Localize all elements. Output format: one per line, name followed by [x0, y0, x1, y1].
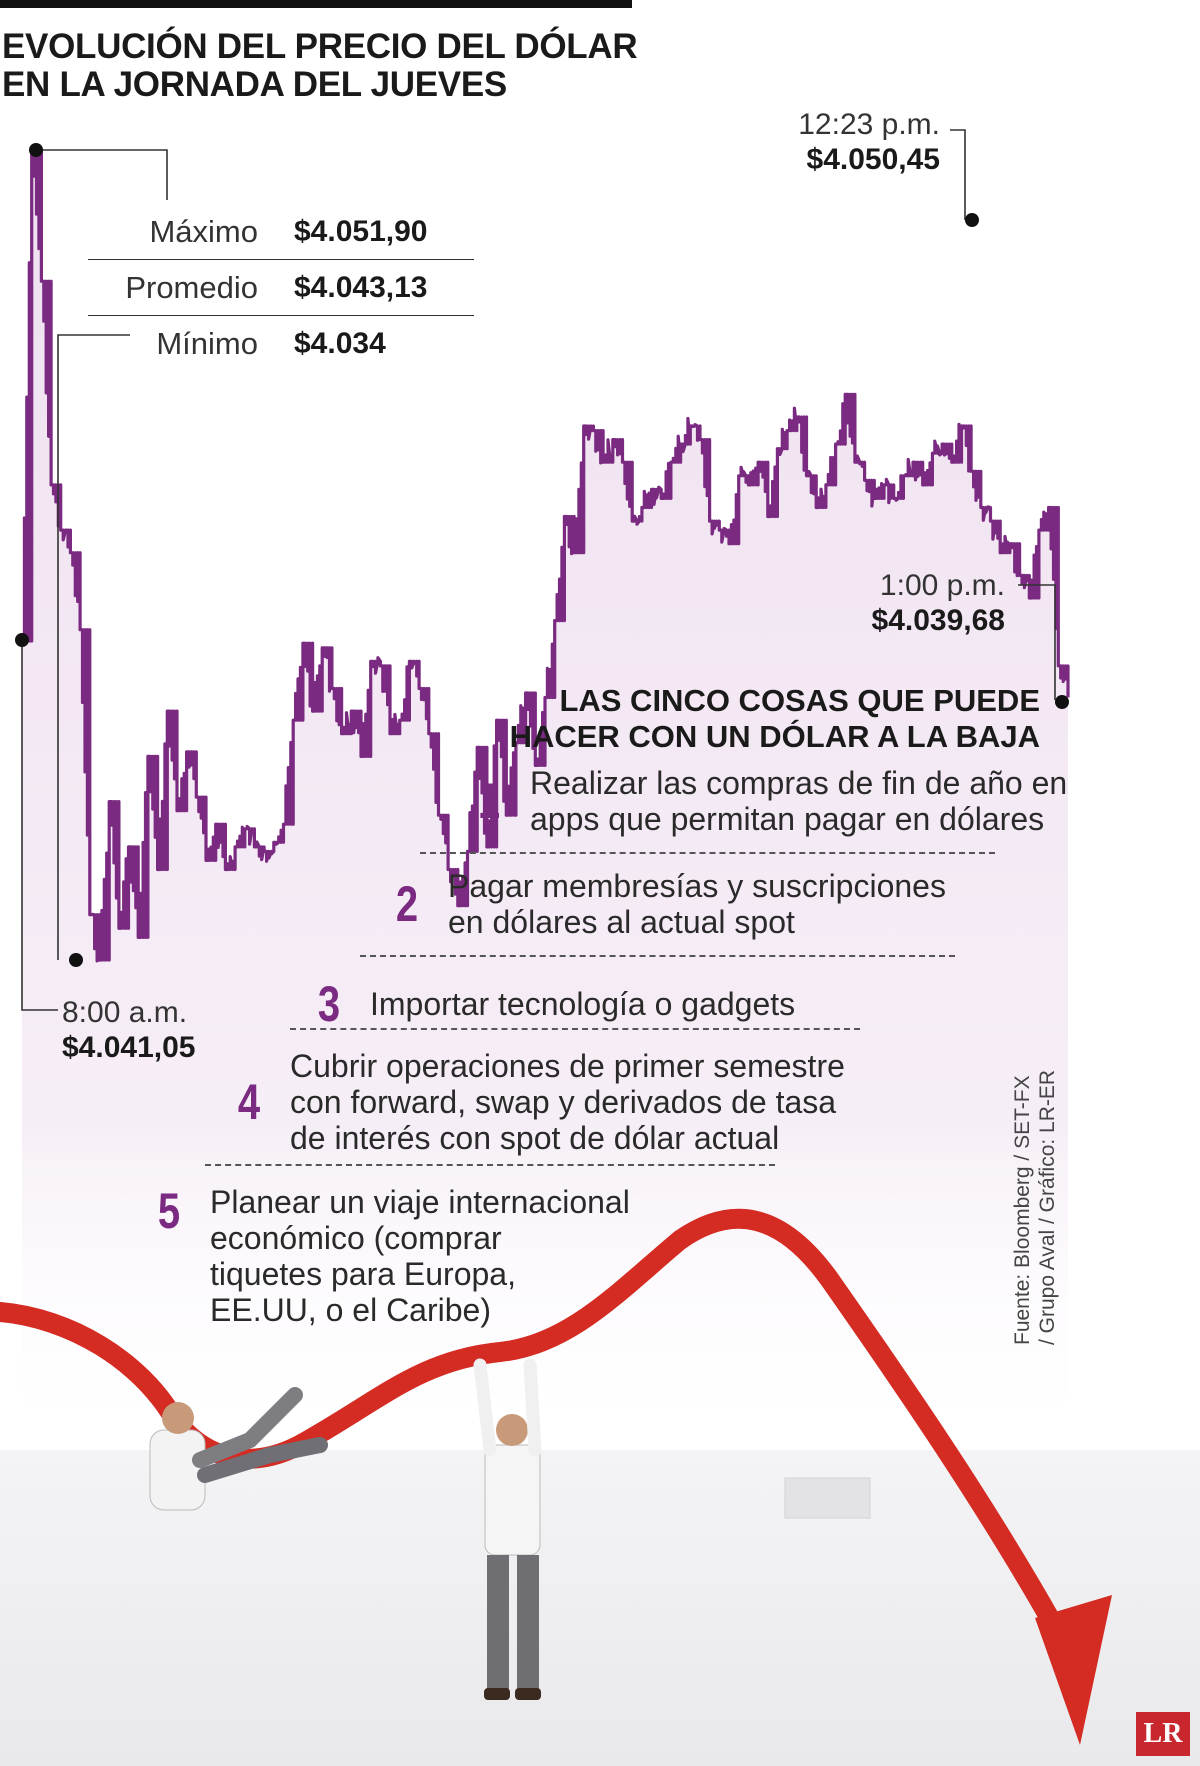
stat-row-avg: Promedio $4.043,13 — [88, 260, 474, 316]
item-line: apps que permitan pagar en dólares — [530, 801, 1045, 837]
annotation-peak: 12:23 p.m. $4.050,45 — [798, 107, 940, 177]
divider — [290, 1028, 860, 1030]
annotation-value: $4.041,05 — [62, 1031, 196, 1064]
item-line: de interés con spot de dólar actual — [290, 1120, 780, 1156]
leader-line — [21, 640, 58, 1011]
item-text: Realizar las compras de fin de año en ap… — [530, 765, 1067, 837]
item-text: Pagar membresías y suscripciones en dóla… — [448, 868, 946, 940]
top-rule — [0, 0, 632, 8]
source-note: Fuente: Bloomberg / SET-FX / Grupo Aval … — [1010, 1070, 1060, 1345]
lr-logo: LR — [1136, 1712, 1190, 1756]
item-number: 5 — [157, 1183, 181, 1239]
list-title: LAS CINCO COSAS QUE PUEDE HACER CON UN D… — [500, 683, 1040, 755]
list-item-2: 2 Pagar membresías y suscripciones en dó… — [378, 868, 946, 940]
marker-points — [15, 143, 1069, 967]
leader-line — [1018, 584, 1056, 700]
source-line-1: Fuente: Bloomberg / SET-FX — [1011, 1075, 1034, 1345]
item-number: 4 — [237, 1074, 261, 1130]
list-item-1: 1 Realizar las compras de fin de año en … — [460, 765, 1067, 837]
leader-lines — [21, 129, 1056, 1011]
annotation-close: 1:00 p.m. $4.039,68 — [872, 568, 1005, 638]
leader-line — [57, 334, 130, 960]
stat-label: Promedio — [125, 269, 258, 305]
item-line: en dólares al actual spot — [448, 904, 795, 940]
item-text: Planear un viaje internacional económico… — [210, 1184, 630, 1328]
list-item-4: 4 Cubrir operaciones de primer semestre … — [220, 1048, 845, 1156]
stat-value: $4.051,90 — [294, 214, 428, 248]
item-text: Importar tecnología o gadgets — [370, 986, 795, 1022]
annotation-time: 8:00 a.m. — [62, 996, 188, 1029]
stat-value: $4.034 — [294, 326, 386, 360]
open-point — [15, 633, 29, 647]
stats-table: Máximo $4.051,90 Promedio $4.043,13 Míni… — [88, 204, 474, 371]
annotation-open: 8:00 a.m. $4.041,05 — [62, 995, 195, 1065]
item-number: 1 — [477, 773, 501, 829]
peak-point — [965, 213, 979, 227]
divider — [420, 852, 995, 854]
list-item-5: 5 Planear un viaje internacional económi… — [140, 1183, 630, 1328]
annotation-time: 12:23 p.m. — [798, 108, 940, 141]
item-number: 3 — [317, 976, 341, 1032]
list-title-line-1: LAS CINCO COSAS QUE PUEDE — [559, 683, 1040, 718]
stat-label: Máximo — [149, 213, 258, 249]
list-item-3: 3 Importar tecnología o gadgets — [300, 975, 795, 1033]
background-building — [784, 1477, 871, 1519]
item-line: económico (comprar — [210, 1220, 502, 1256]
annotation-time: 1:00 p.m. — [879, 569, 1005, 602]
price-line — [22, 148, 1070, 963]
hanging-man-figure — [473, 1358, 542, 1700]
item-line: con forward, swap y derivados de tasa — [290, 1084, 837, 1120]
title-line-2: EN LA JORNADA DEL JUEVES — [2, 65, 507, 104]
falling-man-figure — [149, 1387, 328, 1511]
annotation-value: $4.050,45 — [806, 143, 940, 176]
stat-label: Mínimo — [156, 325, 258, 361]
item-text: Cubrir operaciones de primer semestre co… — [290, 1048, 845, 1156]
list-title-line-2: HACER CON UN DÓLAR A LA BAJA — [509, 719, 1040, 754]
item-line: Importar tecnología o gadgets — [370, 986, 796, 1022]
stat-value: $4.043,13 — [294, 270, 428, 304]
item-line: Realizar las compras de fin de año en — [530, 765, 1068, 801]
min-point — [69, 953, 83, 967]
item-line: Planear un viaje internacional — [210, 1184, 630, 1220]
stat-row-min: Mínimo $4.034 — [88, 316, 474, 371]
item-line: tiquetes para Europa, — [210, 1256, 516, 1292]
item-line: EE.UU, o el Caribe) — [210, 1292, 491, 1328]
source-line-2: / Grupo Aval / Gráfico: LR-ER — [1036, 1069, 1059, 1345]
title-line-1: EVOLUCIÓN DEL PRECIO DEL DÓLAR — [2, 27, 638, 66]
max-point — [29, 143, 43, 157]
page-title: EVOLUCIÓN DEL PRECIO DEL DÓLAR EN LA JOR… — [2, 27, 638, 104]
item-number: 2 — [395, 876, 419, 932]
price-series-line — [22, 148, 1070, 963]
divider — [205, 1164, 775, 1166]
divider — [360, 955, 955, 957]
close-point — [1055, 695, 1069, 709]
annotation-value: $4.039,68 — [871, 604, 1005, 637]
stat-row-max: Máximo $4.051,90 — [88, 204, 474, 260]
leader-line — [950, 129, 966, 220]
item-line: Pagar membresías y suscripciones — [448, 868, 946, 904]
item-line: Cubrir operaciones de primer semestre — [290, 1048, 845, 1084]
leader-line — [36, 149, 168, 200]
